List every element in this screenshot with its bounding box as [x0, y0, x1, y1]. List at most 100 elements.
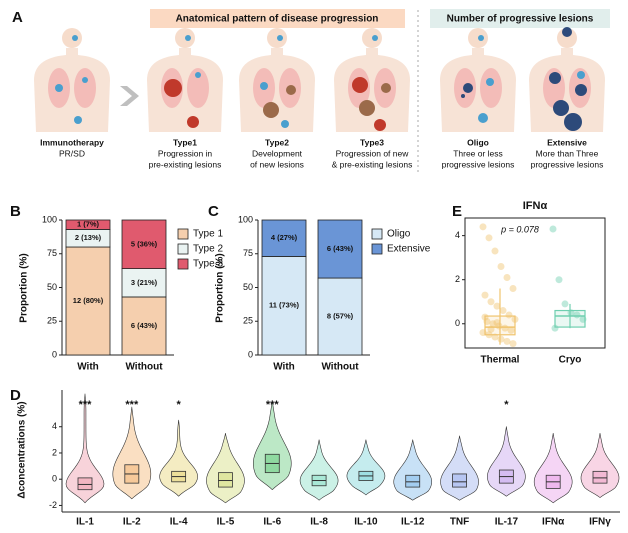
y-tick-label: -2	[49, 500, 57, 510]
caption: Type2	[265, 137, 289, 147]
point	[549, 225, 557, 233]
lesion	[82, 77, 88, 83]
caption: & pre-existing lesions	[332, 159, 413, 169]
bar-segment	[121, 219, 167, 269]
head	[557, 28, 577, 48]
point	[561, 300, 569, 308]
point	[579, 315, 587, 323]
lesion	[577, 71, 585, 79]
lesion	[187, 116, 199, 128]
arrow	[120, 86, 139, 106]
point	[493, 302, 501, 310]
point	[497, 335, 505, 343]
violin	[252, 400, 292, 490]
caption: Immunotherapy	[40, 137, 104, 147]
body	[34, 48, 110, 132]
header: Anatomical pattern of disease progressio…	[176, 14, 379, 25]
lesion	[260, 82, 268, 90]
point	[485, 331, 493, 339]
value-label: 6 (43%)	[131, 321, 158, 330]
lesion	[381, 83, 391, 93]
y-tick-label: 25	[243, 316, 253, 326]
lesion	[564, 113, 582, 131]
caption: Development	[252, 148, 303, 158]
legend-label: Extensive	[387, 244, 431, 255]
panel-label: D	[10, 387, 21, 404]
point	[479, 223, 487, 231]
y-tick-label: 25	[47, 316, 57, 326]
box	[452, 473, 467, 488]
violin	[206, 432, 245, 504]
x-tick-label: IL-17	[495, 517, 519, 528]
caption: Oligo	[467, 137, 489, 147]
point	[487, 325, 495, 333]
bar-segment	[317, 277, 363, 356]
x-tick-label: IL-2	[123, 517, 141, 528]
y-axis-label: Proportion (%)	[19, 253, 30, 322]
point	[483, 318, 491, 326]
significance: *	[504, 399, 509, 411]
legend-label: Type 1	[193, 229, 223, 240]
caption: progressive lesions	[531, 159, 604, 169]
header-box	[150, 9, 405, 28]
point	[509, 285, 517, 293]
point	[491, 247, 499, 255]
bar-segment	[261, 256, 307, 356]
caption: Progression of new	[336, 148, 410, 158]
caption: PR/SD	[59, 148, 85, 158]
legend-swatch	[177, 228, 189, 240]
lesion	[549, 72, 561, 84]
y-tick-label: 100	[42, 214, 57, 224]
lesion	[263, 102, 279, 118]
x-tick-label: IL-8	[310, 517, 328, 528]
x-tick-label: Without	[125, 362, 163, 373]
caption: progressive lesions	[442, 159, 515, 169]
value-label: 6 (43%)	[327, 244, 354, 253]
box	[592, 470, 608, 484]
legend-swatch	[177, 258, 189, 270]
lung	[480, 68, 502, 108]
legend-label: Type 2	[193, 244, 223, 255]
lesion	[478, 113, 488, 123]
header-box	[430, 9, 610, 28]
lesion	[72, 35, 78, 41]
value-label: 3 (21%)	[131, 278, 158, 287]
y-tick-label: 50	[243, 282, 253, 292]
body	[440, 48, 516, 132]
violin	[533, 433, 573, 504]
y-tick-label: 0	[52, 474, 57, 484]
lung	[187, 68, 209, 108]
bar-segment	[261, 219, 307, 257]
lesion	[478, 35, 484, 41]
point	[509, 340, 517, 348]
significance: *	[176, 399, 181, 411]
point	[485, 234, 493, 242]
y-tick-label: 4	[455, 230, 460, 240]
value-label: 4 (27%)	[271, 233, 298, 242]
value-label: 2 (13%)	[75, 233, 102, 242]
lesion	[374, 119, 386, 131]
bar-segment	[65, 246, 111, 356]
point	[505, 311, 513, 319]
y-tick-label: 2	[52, 447, 57, 457]
violin	[65, 393, 105, 504]
caption: Type1	[173, 137, 197, 147]
panel-label: A	[12, 9, 23, 26]
legend-label: Oligo	[387, 229, 411, 240]
annotation: p = 0.078	[500, 224, 539, 234]
body	[529, 48, 605, 132]
violin	[346, 439, 386, 496]
x-tick-label: IL-4	[170, 517, 188, 528]
header: Number of progressive lesions	[447, 14, 594, 25]
point	[489, 320, 497, 328]
lesion	[277, 35, 283, 41]
body	[334, 48, 410, 132]
point	[487, 298, 495, 306]
violin	[112, 407, 152, 500]
x-tick-label: IL-12	[401, 517, 425, 528]
lung	[74, 68, 96, 108]
value-label: 8 (57%)	[327, 312, 354, 321]
point	[551, 324, 559, 332]
lesion	[575, 84, 587, 96]
